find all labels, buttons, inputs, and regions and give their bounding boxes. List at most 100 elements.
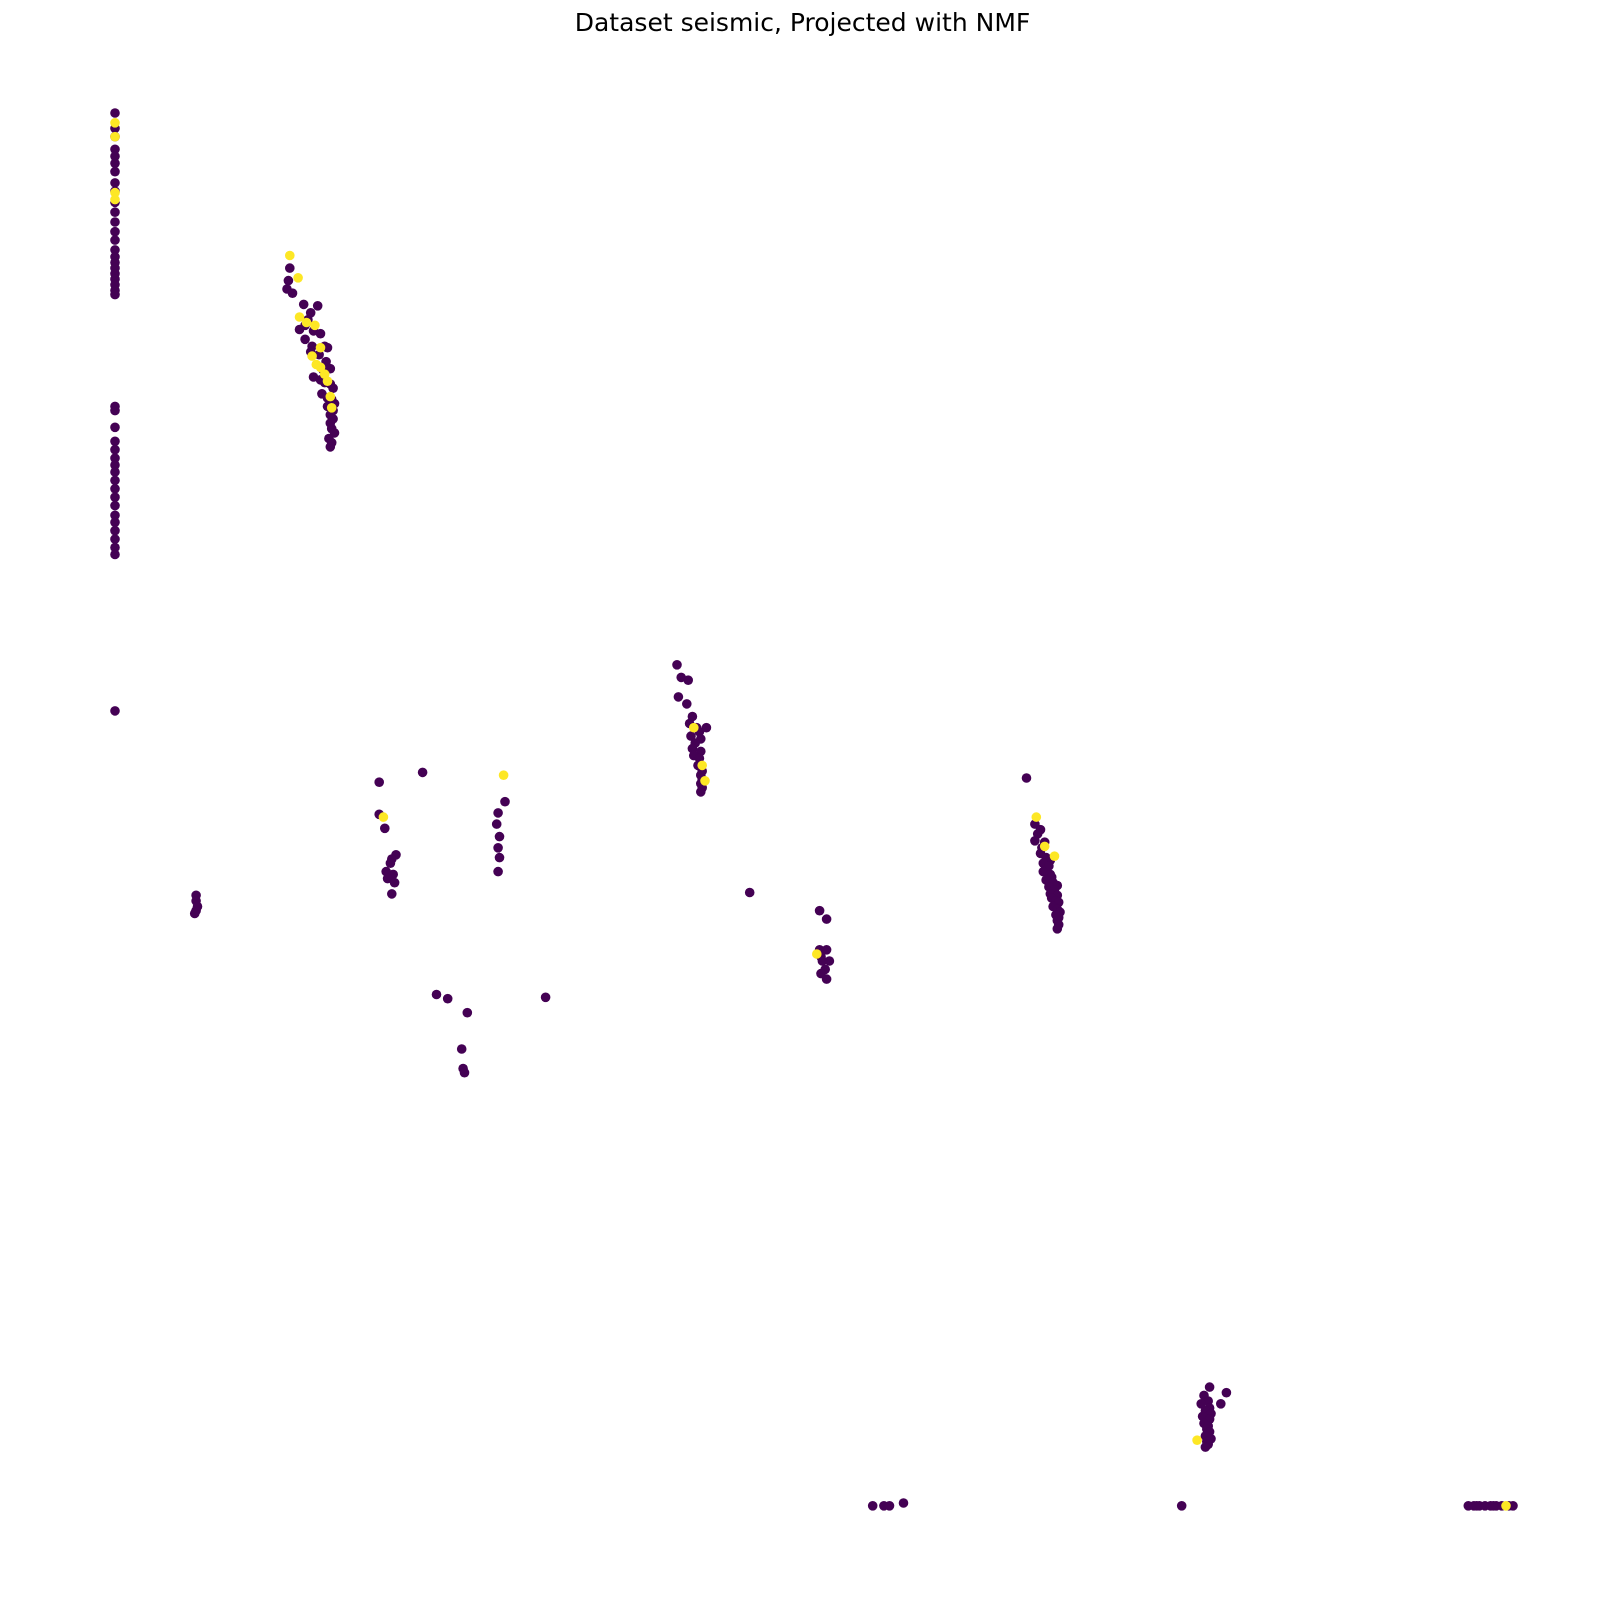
scatter-point-class-1 <box>110 194 120 205</box>
scatter-point-class-0 <box>1196 1399 1206 1409</box>
scatter-point-class-0 <box>374 777 385 787</box>
scatter-point-class-0 <box>110 158 120 169</box>
scatter-point-class-0 <box>110 525 120 536</box>
scatter-point-class-1 <box>1039 841 1050 852</box>
scatter-point-class-0 <box>110 144 120 155</box>
scatter-point-class-0 <box>824 956 835 966</box>
scatter-point-class-0 <box>1176 1501 1187 1511</box>
scatter-point-class-0 <box>312 301 323 311</box>
scatter-point-class-1 <box>1192 1435 1202 1445</box>
scatter-point-class-0 <box>683 675 693 685</box>
scatter-point-class-0 <box>1021 773 1032 783</box>
scatter-point-class-0 <box>110 484 120 494</box>
scatter-point-class-0 <box>696 787 706 797</box>
scatter-point-class-0 <box>442 993 453 1004</box>
scatter-point-class-0 <box>294 324 305 335</box>
scatter-point-class-0 <box>110 235 120 245</box>
scatter-point-class-1 <box>325 391 336 402</box>
scatter-point-class-0 <box>110 166 120 177</box>
scatter-point-class-0 <box>110 289 120 300</box>
scatter-point-class-1 <box>110 187 120 198</box>
scatter-point-class-0 <box>821 974 832 984</box>
scatter-point-class-0 <box>110 534 120 544</box>
scatter-point-class-0 <box>821 914 832 924</box>
scatter-point-class-0 <box>389 877 400 888</box>
scatter-point-class-1 <box>1031 812 1042 822</box>
scatter-point-class-0 <box>110 444 120 455</box>
scatter-point-class-1 <box>697 760 707 771</box>
scatter-point-class-1 <box>700 776 710 786</box>
scatter-point-class-0 <box>493 843 503 853</box>
scatter-point-class-0 <box>110 245 120 255</box>
scatter-point-class-0 <box>884 1501 895 1511</box>
scatter-point-class-0 <box>382 873 393 884</box>
scatter-point-class-0 <box>1200 1442 1211 1452</box>
scatter-point-class-0 <box>110 453 120 463</box>
scatter-point-class-0 <box>110 226 120 237</box>
scatter-point-class-0 <box>110 207 120 217</box>
scatter-point-class-1 <box>498 770 509 780</box>
scatter-point-class-1 <box>285 250 295 261</box>
scatter-point-class-0 <box>328 383 338 394</box>
scatter-point-class-1 <box>326 403 337 413</box>
scatter-point-class-0 <box>744 887 755 898</box>
scatter-point-class-0 <box>814 905 825 916</box>
scatter-point-class-0 <box>110 492 120 503</box>
scatter-point-class-0 <box>300 334 310 345</box>
scatter-point-class-1 <box>378 812 389 822</box>
scatter-point-class-1 <box>315 362 326 373</box>
scatter-point-class-0 <box>456 1044 467 1054</box>
scatter-point-class-0 <box>493 808 503 818</box>
scatter-point-class-0 <box>1488 1501 1499 1511</box>
scatter-point-class-0 <box>385 858 396 868</box>
scatter-point-class-0 <box>110 542 120 553</box>
scatter-point-class-1 <box>1501 1501 1511 1511</box>
scatter-point-class-0 <box>867 1501 878 1511</box>
scatter-point-class-1 <box>315 342 326 353</box>
scatter-point-class-0 <box>540 992 551 1003</box>
scatter-point-class-1 <box>110 131 120 142</box>
scatter-point-class-1 <box>689 722 699 733</box>
scatter-point-class-0 <box>494 852 505 863</box>
scatter-point-class-0 <box>110 460 120 470</box>
scatter-point-class-0 <box>110 706 120 716</box>
scatter-point-class-0 <box>110 217 120 227</box>
scatter-point-class-0 <box>110 178 120 188</box>
scatter-point-class-0 <box>325 442 336 452</box>
scatter-point-class-0 <box>110 467 120 477</box>
scatter-point-class-1 <box>293 273 303 283</box>
scatter-point-class-0 <box>701 722 712 733</box>
scatter-point-class-0 <box>287 288 298 299</box>
scatter-point-class-0 <box>110 510 120 521</box>
scatter-point-class-0 <box>322 342 333 353</box>
scatter-point-class-0 <box>673 692 684 702</box>
scatter-point-class-0 <box>1204 1382 1215 1392</box>
scatter-point-class-0 <box>1471 1501 1482 1511</box>
scatter-point-class-0 <box>1216 1399 1226 1409</box>
scatter-point-class-0 <box>110 517 120 528</box>
scatter-point-class-0 <box>898 1498 909 1508</box>
scatter-point-class-0 <box>417 767 428 778</box>
scatter-point-class-0 <box>462 1007 473 1018</box>
scatter-point-class-0 <box>682 699 692 709</box>
scatter-point-class-1 <box>322 376 333 387</box>
scatter-point-class-0 <box>431 989 442 1000</box>
scatter-point-class-0 <box>1030 836 1040 846</box>
chart-title: Dataset seismic, Projected with NMF <box>574 8 1031 37</box>
scatter-point-class-0 <box>493 866 503 877</box>
scatter-point-class-0 <box>110 500 120 511</box>
scatter-point-class-0 <box>387 889 397 899</box>
scatter-points <box>110 108 1518 1511</box>
scatter-point-class-0 <box>1508 1501 1518 1511</box>
scatter-point-class-1 <box>110 118 120 128</box>
scatter-point-class-0 <box>1221 1387 1232 1398</box>
scatter-point-class-0 <box>380 823 390 834</box>
scatter-point-class-0 <box>315 328 326 339</box>
scatter-point-class-0 <box>494 831 505 842</box>
scatter-point-class-0 <box>110 475 120 486</box>
scatter-point-class-0 <box>459 1067 470 1078</box>
scatter-point-class-1 <box>307 351 317 361</box>
scatter-point-class-1 <box>301 317 312 328</box>
scatter-point-class-0 <box>285 263 295 273</box>
scatter-point-class-1 <box>310 320 320 331</box>
